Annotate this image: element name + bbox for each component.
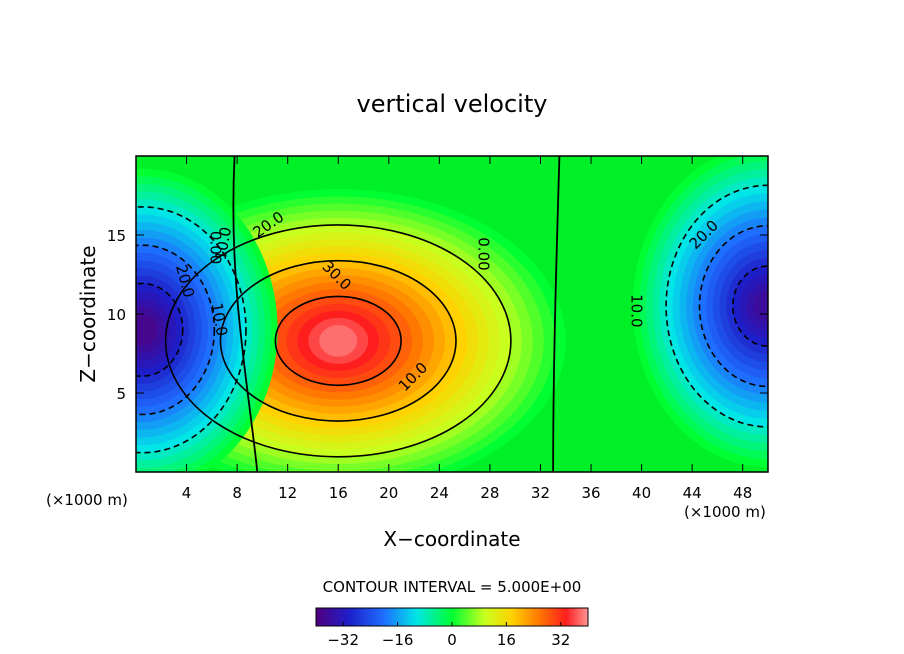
x-tick-label: 28 (480, 484, 499, 502)
colorbar-tick-label: −16 (382, 631, 414, 649)
chart-title: vertical velocity (357, 90, 548, 118)
colorbar-ticks: −32 −16 0 16 32 (327, 622, 570, 649)
x-tick-label: 36 (581, 484, 600, 502)
zero-contour-left (232, 156, 259, 472)
x-unit-right: (×1000 m) (684, 503, 766, 521)
x-tick-label: 8 (232, 484, 242, 502)
x-tick-label: 16 (329, 484, 348, 502)
contour-line (219, 259, 457, 422)
x-axis: 4 8 12 16 20 24 28 32 36 40 44 48 (182, 156, 752, 502)
y-tick-label: 15 (107, 227, 126, 245)
contour-line (136, 206, 247, 454)
contour-fill-bands (136, 156, 768, 472)
contour-line (136, 244, 216, 416)
x-axis-label: X−coordinate (383, 527, 520, 551)
contour-line (274, 295, 402, 387)
x-tick-label: 44 (683, 484, 702, 502)
x-tick-label: 20 (379, 484, 398, 502)
y-axis-label: Z−coordinate (76, 245, 100, 382)
contour-line (698, 224, 768, 388)
x-unit-left: (×1000 m) (46, 491, 128, 509)
contour-interval-text: CONTOUR INTERVAL = 5.000E+00 (323, 578, 582, 596)
x-tick-label: 12 (278, 484, 297, 502)
y-axis: 5 10 15 (107, 227, 768, 403)
contour-label: 0.00 (475, 237, 493, 270)
contour-label: 0.00 (207, 231, 225, 264)
zero-contour-right (552, 156, 561, 472)
contour-line (136, 282, 184, 377)
x-tick-label: 24 (430, 484, 449, 502)
contour-line (164, 224, 512, 458)
y-tick-label: 10 (107, 306, 126, 324)
contour-band (319, 325, 358, 357)
contour-band (136, 314, 158, 346)
colorbar-tick-label: 32 (551, 631, 570, 649)
contour-label: 10.0 (212, 226, 236, 262)
x-tick-label: 40 (632, 484, 651, 502)
colorbar-tick-label: 16 (497, 631, 516, 649)
x-tick-label: 48 (733, 484, 752, 502)
contour-label: 10.0 (627, 294, 645, 327)
contour-label: 10.0 (208, 301, 232, 337)
colorbar-tick-label: 0 (447, 631, 457, 649)
colorbar-tick-label: −32 (327, 631, 359, 649)
x-tick-label: 32 (531, 484, 550, 502)
x-tick-label: 4 (182, 484, 192, 502)
y-tick-label: 5 (116, 385, 126, 403)
